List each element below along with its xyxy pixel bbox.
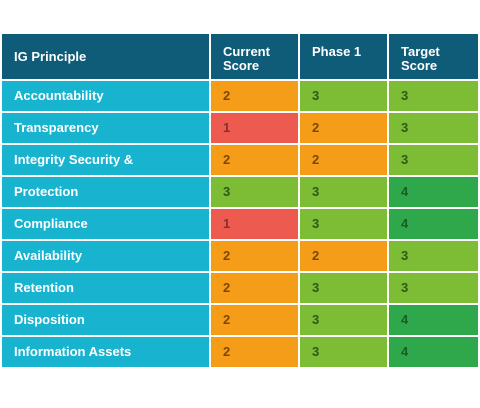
- principle-label: Transparency: [2, 113, 211, 145]
- phase-1-cell: 3: [300, 273, 389, 305]
- principle-label: Accountability: [2, 81, 211, 113]
- table-row: Disposition 2 3 4: [2, 305, 478, 337]
- target-score-cell: 4: [389, 209, 478, 241]
- table-body: Accountability 2 3 3 Transparency 1 2 3 Integrit…: [2, 81, 478, 369]
- target-score-cell: 3: [389, 145, 478, 177]
- table-row: Integrity Security & 2 2 3: [2, 145, 478, 177]
- column-header-phase-1: Phase 1: [300, 34, 389, 81]
- principle-label: Disposition: [2, 305, 211, 337]
- phase-1-cell: 2: [300, 113, 389, 145]
- table-row: Protection 3 3 4: [2, 177, 478, 209]
- principle-label: Protection: [2, 177, 211, 209]
- current-score-cell: 2: [211, 273, 300, 305]
- target-score-cell: 3: [389, 273, 478, 305]
- phase-1-cell: 3: [300, 305, 389, 337]
- principle-label: Integrity Security &: [2, 145, 211, 177]
- target-score-cell: 4: [389, 337, 478, 369]
- current-score-cell: 2: [211, 241, 300, 273]
- table-row: Accountability 2 3 3: [2, 81, 478, 113]
- table-header-row: IG Principle Current Score Phase 1 Targe…: [2, 34, 478, 81]
- table-row: Compliance 1 3 4: [2, 209, 478, 241]
- current-score-cell: 1: [211, 113, 300, 145]
- current-score-cell: 3: [211, 177, 300, 209]
- ig-score-table: IG Principle Current Score Phase 1 Targe…: [2, 34, 478, 369]
- phase-1-cell: 3: [300, 81, 389, 113]
- target-score-cell: 3: [389, 241, 478, 273]
- column-header-target-score: Target Score: [389, 34, 478, 81]
- target-score-cell: 4: [389, 177, 478, 209]
- table-row: Information Assets 2 3 4: [2, 337, 478, 369]
- target-score-cell: 3: [389, 81, 478, 113]
- current-score-cell: 2: [211, 145, 300, 177]
- principle-label: Availability: [2, 241, 211, 273]
- phase-1-cell: 2: [300, 145, 389, 177]
- principle-label: Information Assets: [2, 337, 211, 369]
- principle-label: Retention: [2, 273, 211, 305]
- column-header-current-score: Current Score: [211, 34, 300, 81]
- phase-1-cell: 3: [300, 177, 389, 209]
- current-score-cell: 2: [211, 305, 300, 337]
- table-row: Retention 2 3 3: [2, 273, 478, 305]
- current-score-cell: 2: [211, 81, 300, 113]
- phase-1-cell: 3: [300, 209, 389, 241]
- column-header-ig-principle: IG Principle: [2, 34, 211, 81]
- phase-1-cell: 3: [300, 337, 389, 369]
- target-score-cell: 3: [389, 113, 478, 145]
- table-row: Transparency 1 2 3: [2, 113, 478, 145]
- current-score-cell: 1: [211, 209, 300, 241]
- principle-label: Compliance: [2, 209, 211, 241]
- current-score-cell: 2: [211, 337, 300, 369]
- table-row: Availability 2 2 3: [2, 241, 478, 273]
- target-score-cell: 4: [389, 305, 478, 337]
- phase-1-cell: 2: [300, 241, 389, 273]
